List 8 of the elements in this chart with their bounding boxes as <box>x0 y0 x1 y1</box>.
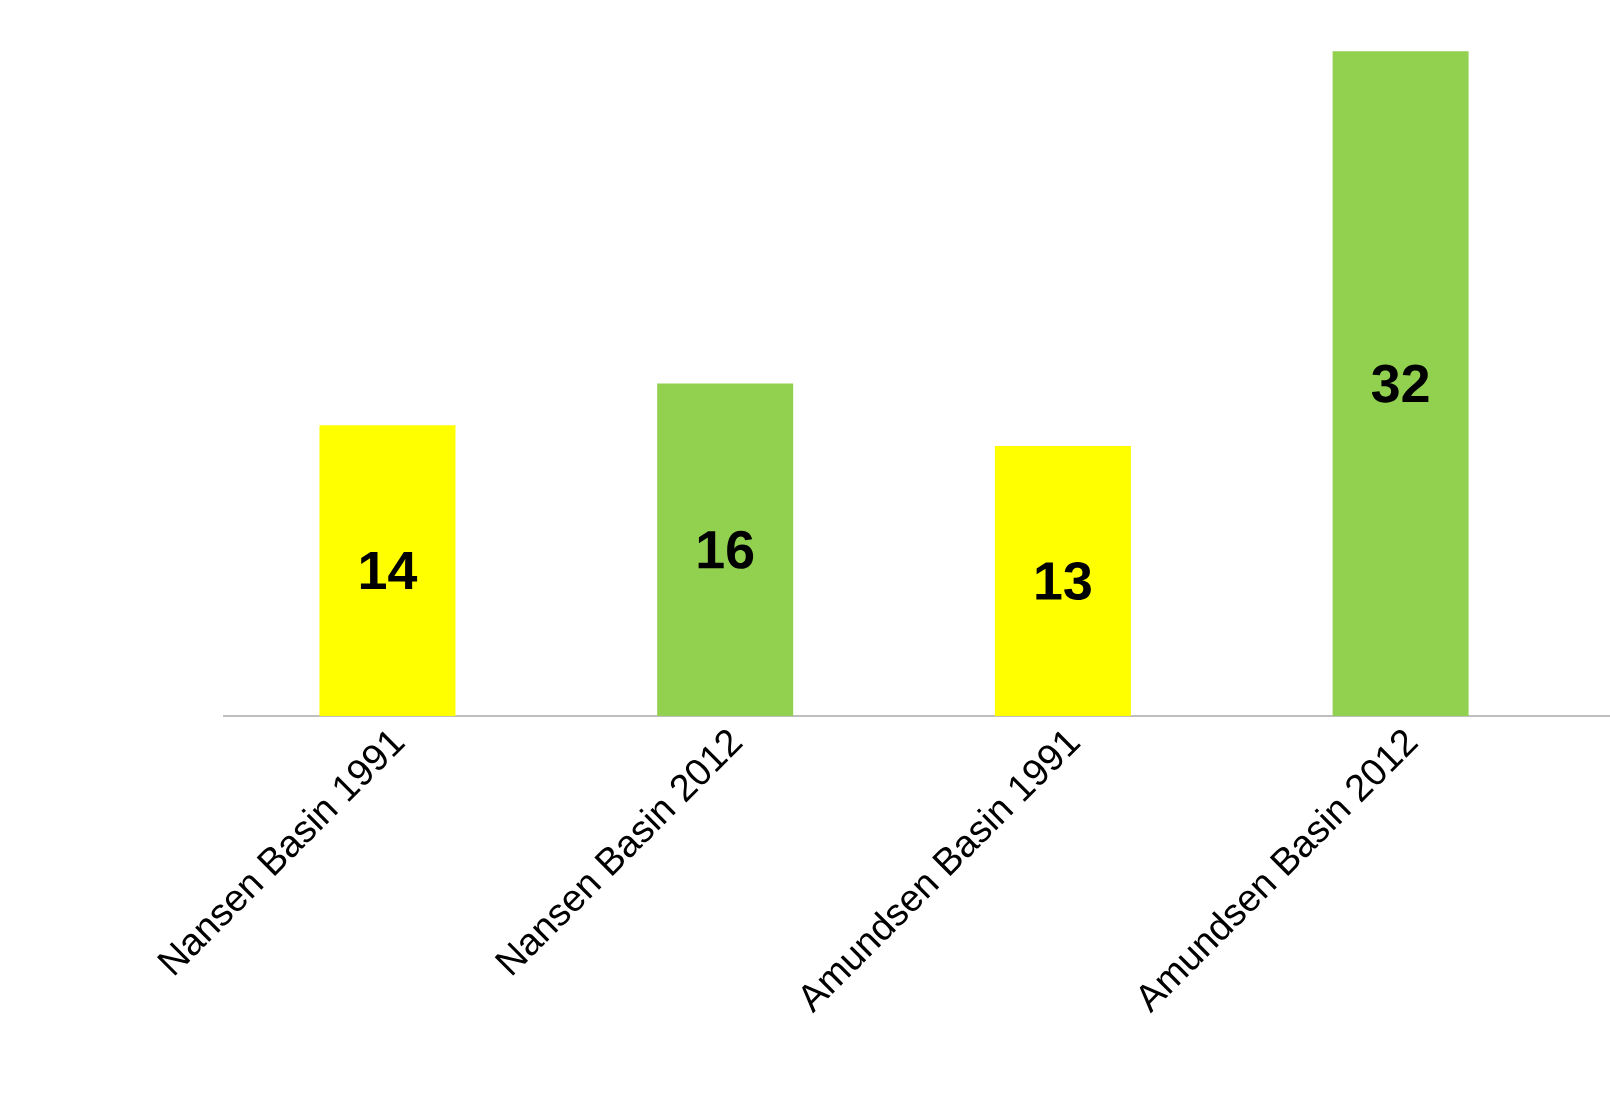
data-label: 16 <box>698 530 754 569</box>
data-label: 14 <box>360 552 418 590</box>
data-label: 13 <box>1036 561 1091 601</box>
bar <box>319 425 456 716</box>
bar <box>994 445 1131 716</box>
bar <box>657 383 794 716</box>
data-label: 32 <box>1371 364 1429 403</box>
bar <box>1332 51 1469 716</box>
